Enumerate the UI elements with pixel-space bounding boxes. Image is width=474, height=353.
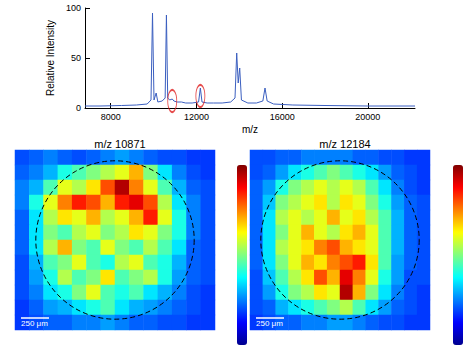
svg-text:12000: 12000 <box>184 112 209 122</box>
svg-text:20000: 20000 <box>355 112 380 122</box>
svg-text:m/z 10871: m/z 10871 <box>94 138 145 150</box>
svg-text:0: 0 <box>76 103 81 113</box>
svg-text:8000: 8000 <box>101 112 121 122</box>
svg-text:250 μm: 250 μm <box>256 319 283 328</box>
svg-text:m/z 12184: m/z 12184 <box>319 138 370 150</box>
svg-text:m/z: m/z <box>242 124 258 135</box>
svg-text:16000: 16000 <box>270 112 295 122</box>
svg-text:Relative Intensity: Relative Intensity <box>45 20 56 96</box>
svg-text:50: 50 <box>71 53 81 63</box>
svg-text:250 μm: 250 μm <box>21 319 48 328</box>
svg-text:100: 100 <box>66 3 81 13</box>
